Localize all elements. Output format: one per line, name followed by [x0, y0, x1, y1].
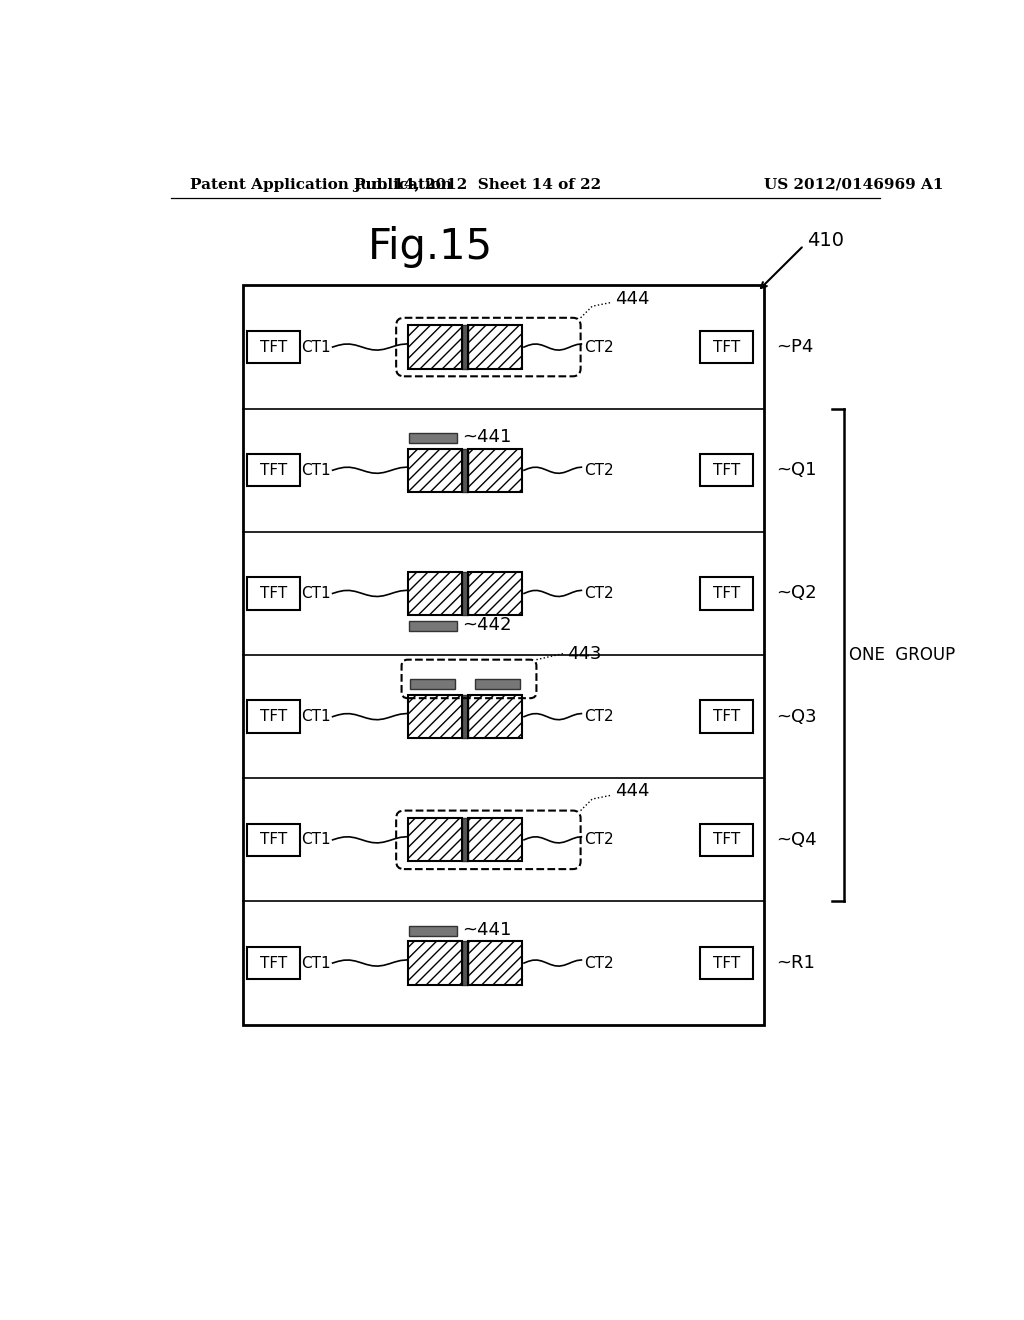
- Text: TFT: TFT: [713, 956, 740, 970]
- Bar: [408, 818, 462, 862]
- Text: 444: 444: [615, 783, 650, 800]
- Bar: [408, 449, 462, 492]
- Bar: [243, 285, 764, 1024]
- Bar: [468, 572, 522, 615]
- Bar: [462, 326, 468, 368]
- Text: CT1: CT1: [301, 339, 331, 355]
- Bar: [700, 701, 753, 733]
- Text: TFT: TFT: [713, 833, 740, 847]
- Bar: [408, 818, 462, 862]
- Bar: [462, 572, 468, 615]
- Text: ~P4: ~P4: [776, 338, 813, 356]
- Text: TFT: TFT: [713, 709, 740, 725]
- Text: ~R1: ~R1: [776, 954, 815, 972]
- Bar: [475, 680, 520, 689]
- Text: CT2: CT2: [584, 463, 613, 478]
- Bar: [700, 824, 753, 857]
- Text: ~442: ~442: [462, 616, 512, 634]
- Text: ONE  GROUP: ONE GROUP: [849, 645, 955, 664]
- Bar: [409, 433, 457, 444]
- Bar: [408, 449, 462, 492]
- Bar: [468, 449, 522, 492]
- Text: CT2: CT2: [584, 709, 613, 725]
- Text: TFT: TFT: [260, 339, 288, 355]
- Bar: [468, 696, 522, 738]
- Text: Fig.15: Fig.15: [368, 226, 493, 268]
- Text: Patent Application Publication: Patent Application Publication: [190, 178, 452, 191]
- Text: TFT: TFT: [713, 463, 740, 478]
- Text: ~Q2: ~Q2: [776, 585, 816, 602]
- Text: CT2: CT2: [584, 956, 613, 970]
- Bar: [462, 818, 468, 862]
- Text: TFT: TFT: [260, 833, 288, 847]
- Bar: [468, 818, 522, 862]
- Bar: [248, 824, 300, 857]
- Bar: [462, 696, 468, 738]
- Text: TFT: TFT: [260, 463, 288, 478]
- Bar: [700, 454, 753, 487]
- Bar: [468, 941, 522, 985]
- Bar: [409, 925, 457, 936]
- Bar: [408, 572, 462, 615]
- Text: TFT: TFT: [260, 956, 288, 970]
- Text: CT1: CT1: [301, 709, 331, 725]
- Bar: [410, 680, 455, 689]
- Bar: [408, 572, 462, 615]
- Text: TFT: TFT: [260, 586, 288, 601]
- Text: CT2: CT2: [584, 833, 613, 847]
- Text: CT1: CT1: [301, 586, 331, 601]
- Text: CT2: CT2: [584, 339, 613, 355]
- Text: ~Q3: ~Q3: [776, 708, 816, 726]
- Text: 410: 410: [807, 231, 844, 251]
- Text: US 2012/0146969 A1: US 2012/0146969 A1: [764, 178, 943, 191]
- Bar: [408, 696, 462, 738]
- Bar: [468, 326, 522, 368]
- Bar: [248, 331, 300, 363]
- Text: CT1: CT1: [301, 956, 331, 970]
- Text: Jun. 14, 2012  Sheet 14 of 22: Jun. 14, 2012 Sheet 14 of 22: [352, 178, 601, 191]
- Bar: [462, 449, 468, 492]
- Bar: [248, 701, 300, 733]
- Bar: [408, 696, 462, 738]
- Text: CT2: CT2: [584, 586, 613, 601]
- Bar: [700, 577, 753, 610]
- Text: CT1: CT1: [301, 833, 331, 847]
- Bar: [248, 577, 300, 610]
- Bar: [248, 454, 300, 487]
- Text: 443: 443: [567, 644, 602, 663]
- Bar: [408, 941, 462, 985]
- Text: ~Q1: ~Q1: [776, 461, 816, 479]
- Bar: [468, 696, 522, 738]
- Bar: [468, 572, 522, 615]
- Bar: [408, 326, 462, 368]
- Bar: [408, 941, 462, 985]
- Text: TFT: TFT: [713, 586, 740, 601]
- Text: 444: 444: [615, 289, 650, 308]
- Bar: [468, 326, 522, 368]
- Text: TFT: TFT: [260, 709, 288, 725]
- Bar: [700, 946, 753, 979]
- Text: ~441: ~441: [462, 921, 511, 939]
- Bar: [248, 946, 300, 979]
- Text: ~441: ~441: [462, 428, 511, 446]
- Bar: [468, 818, 522, 862]
- Text: ~Q4: ~Q4: [776, 830, 816, 849]
- Text: TFT: TFT: [713, 339, 740, 355]
- Bar: [468, 449, 522, 492]
- Text: CT1: CT1: [301, 463, 331, 478]
- Bar: [468, 941, 522, 985]
- Bar: [408, 326, 462, 368]
- Bar: [462, 941, 468, 985]
- Bar: [409, 620, 457, 631]
- Bar: [700, 331, 753, 363]
